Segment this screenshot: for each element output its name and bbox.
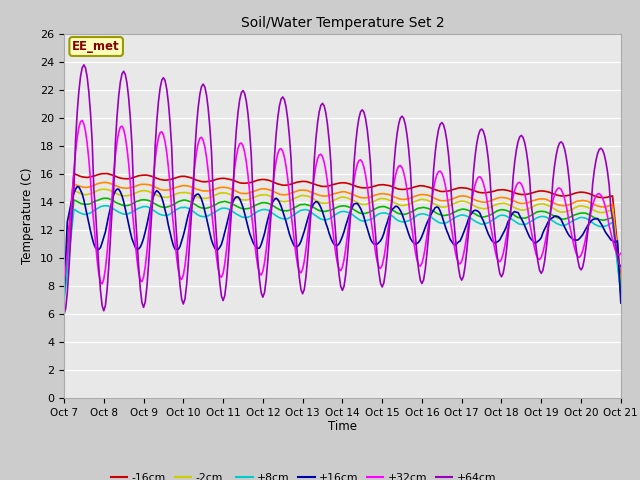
+16cm xyxy=(369,239,376,245)
-2cm xyxy=(234,196,242,202)
+64cm xyxy=(486,172,493,178)
Legend: -16cm, -8cm, -2cm, +2cm, +8cm, +16cm, +32cm, +64cm: -16cm, -8cm, -2cm, +2cm, +8cm, +16cm, +3… xyxy=(107,468,500,480)
+32cm xyxy=(370,238,378,244)
-16cm xyxy=(369,184,376,190)
+16cm xyxy=(486,234,493,240)
-16cm xyxy=(498,187,506,192)
+16cm xyxy=(60,295,68,300)
-8cm xyxy=(498,194,506,200)
-16cm xyxy=(486,189,493,195)
Text: EE_met: EE_met xyxy=(72,40,120,53)
+16cm xyxy=(74,184,81,190)
+2cm xyxy=(72,198,79,204)
+2cm xyxy=(60,294,68,300)
-8cm xyxy=(102,180,109,185)
Line: -2cm: -2cm xyxy=(64,189,621,293)
+64cm xyxy=(498,274,506,280)
Line: -16cm: -16cm xyxy=(64,174,621,285)
+32cm xyxy=(99,281,106,287)
-16cm xyxy=(504,188,512,193)
+64cm xyxy=(60,312,68,317)
Line: -8cm: -8cm xyxy=(64,182,621,289)
-8cm xyxy=(504,195,512,201)
-8cm xyxy=(60,287,68,292)
Line: +8cm: +8cm xyxy=(64,206,621,301)
+8cm xyxy=(234,212,242,218)
+32cm xyxy=(499,251,507,257)
-8cm xyxy=(369,193,376,199)
+2cm xyxy=(486,212,493,218)
+32cm xyxy=(78,118,86,123)
Y-axis label: Temperature (C): Temperature (C) xyxy=(22,168,35,264)
-2cm xyxy=(72,188,79,194)
+2cm xyxy=(504,208,512,214)
+16cm xyxy=(72,186,79,192)
+16cm xyxy=(504,218,512,224)
+16cm xyxy=(617,300,625,306)
+2cm xyxy=(617,288,625,294)
Line: +32cm: +32cm xyxy=(64,120,621,284)
+2cm xyxy=(102,195,109,201)
-16cm xyxy=(60,282,68,288)
+8cm xyxy=(72,207,79,213)
-16cm xyxy=(103,171,111,177)
Line: +2cm: +2cm xyxy=(64,198,621,297)
+8cm xyxy=(498,212,506,218)
+64cm xyxy=(72,137,79,143)
+32cm xyxy=(60,278,68,284)
+8cm xyxy=(617,291,625,297)
+8cm xyxy=(486,219,493,225)
+8cm xyxy=(103,203,111,209)
-2cm xyxy=(60,290,68,296)
+2cm xyxy=(369,208,376,214)
-8cm xyxy=(617,281,625,287)
+64cm xyxy=(504,231,512,237)
+32cm xyxy=(72,148,79,154)
+16cm xyxy=(498,234,506,240)
-2cm xyxy=(369,199,376,205)
+2cm xyxy=(234,204,242,210)
-16cm xyxy=(234,180,242,185)
+32cm xyxy=(488,228,495,233)
+64cm xyxy=(234,109,242,115)
+64cm xyxy=(369,197,376,203)
-2cm xyxy=(498,201,506,206)
+8cm xyxy=(369,216,376,222)
Line: +64cm: +64cm xyxy=(64,65,621,314)
+32cm xyxy=(506,215,514,220)
+8cm xyxy=(60,299,68,304)
+16cm xyxy=(234,194,242,200)
-8cm xyxy=(234,189,242,195)
-2cm xyxy=(504,202,512,207)
-2cm xyxy=(617,284,625,289)
-2cm xyxy=(486,204,493,210)
X-axis label: Time: Time xyxy=(328,420,357,432)
-8cm xyxy=(72,182,79,188)
+2cm xyxy=(498,207,506,213)
-16cm xyxy=(72,171,79,177)
+64cm xyxy=(80,62,88,68)
+32cm xyxy=(236,141,243,147)
+8cm xyxy=(504,214,512,220)
Title: Soil/Water Temperature Set 2: Soil/Water Temperature Set 2 xyxy=(241,16,444,30)
-2cm xyxy=(99,186,106,192)
Line: +16cm: +16cm xyxy=(64,187,621,303)
+32cm xyxy=(617,251,625,256)
+64cm xyxy=(617,264,625,269)
-8cm xyxy=(486,198,493,204)
-16cm xyxy=(617,276,625,282)
